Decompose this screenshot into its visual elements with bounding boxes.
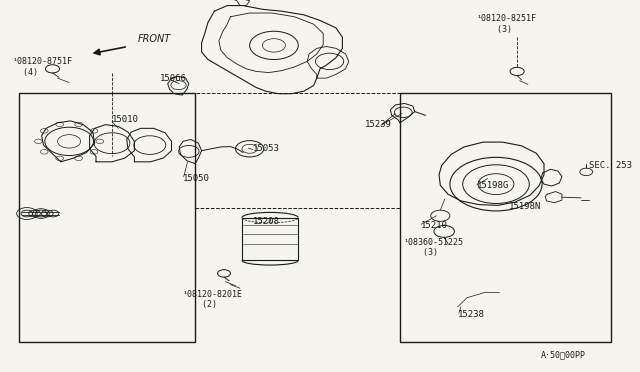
- Text: ¹08120-8751F
  (4): ¹08120-8751F (4): [13, 57, 73, 77]
- Text: 15010: 15010: [112, 115, 139, 124]
- Text: ¹08120-8251F
    (3): ¹08120-8251F (3): [477, 15, 537, 34]
- Text: 15208: 15208: [253, 217, 280, 226]
- Text: 15198G: 15198G: [477, 182, 509, 190]
- Text: FRONT: FRONT: [138, 33, 171, 44]
- Bar: [19, 93, 195, 342]
- Text: 15210: 15210: [421, 221, 448, 230]
- Text: 15239: 15239: [365, 120, 392, 129]
- Text: 15238: 15238: [458, 310, 484, 319]
- Text: SEC. 253: SEC. 253: [589, 161, 632, 170]
- Text: ¹08360-51225
    (3): ¹08360-51225 (3): [403, 238, 463, 257]
- Text: ¹08120-8201E
    (2): ¹08120-8201E (2): [182, 290, 243, 309]
- Text: A·50⁂00PP: A·50⁂00PP: [541, 351, 586, 360]
- Text: 15066: 15066: [160, 74, 187, 83]
- Text: 15050: 15050: [182, 174, 209, 183]
- Text: 15053: 15053: [253, 144, 280, 153]
- Bar: [242, 218, 298, 260]
- Bar: [195, 93, 400, 208]
- Text: 15198N: 15198N: [509, 202, 541, 211]
- Bar: [400, 93, 611, 342]
